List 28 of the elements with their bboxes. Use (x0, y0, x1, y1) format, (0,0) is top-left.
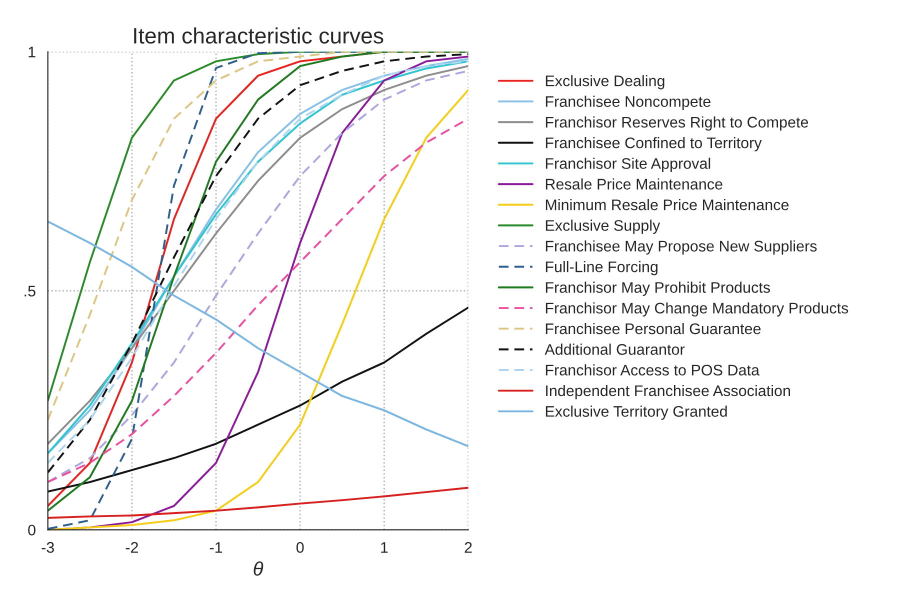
x-tick-label: 2 (464, 542, 472, 553)
x-tick-label: -3 (42, 542, 54, 553)
legend-label: Franchisee Noncompete (546, 96, 710, 110)
legend-label: Franchisor Reserves Right to Compete (546, 116, 808, 131)
legend-label: Full-Line Forcing (546, 261, 658, 276)
chart-title: Item characteristic curves (134, 27, 384, 44)
legend-label: Exclusive Territory Granted (546, 406, 727, 420)
legend-label: Exclusive Supply (546, 220, 660, 234)
legend-label: Franchisor Site Approval (546, 158, 710, 172)
legend-label: Franchisor May Prohibit Products (546, 282, 770, 296)
legend-label: Franchisee Confined to Territory (546, 137, 762, 152)
y-tick-label: .5 (24, 286, 36, 296)
legend-label: Franchisor May Change Mandatory Products (546, 302, 848, 317)
x-tick-label: -1 (210, 542, 222, 553)
legend-label: Franchisee Personal Guarantee (546, 322, 761, 334)
legend-label: Independent Franchisee Association (546, 384, 790, 400)
x-axis-title: θ (254, 561, 264, 576)
legend-label: Franchisor Access to POS Data (546, 364, 760, 376)
legend-label: Franchisee May Propose New Suppliers (546, 240, 817, 255)
legend-label: Additional Guarantor (544, 344, 685, 355)
y-tick-label: 1 (28, 46, 36, 58)
x-tick-label: -2 (126, 542, 138, 553)
legend-label: Minimum Resale Price Maintenance (546, 199, 789, 210)
legend-label: Exclusive Dealing (546, 75, 664, 90)
x-tick-label: 1 (381, 542, 388, 553)
y-tick-label: 0 (28, 524, 36, 536)
x-tick-label: 0 (296, 542, 304, 553)
legend-label: Resale Price Maintenance (546, 178, 722, 190)
